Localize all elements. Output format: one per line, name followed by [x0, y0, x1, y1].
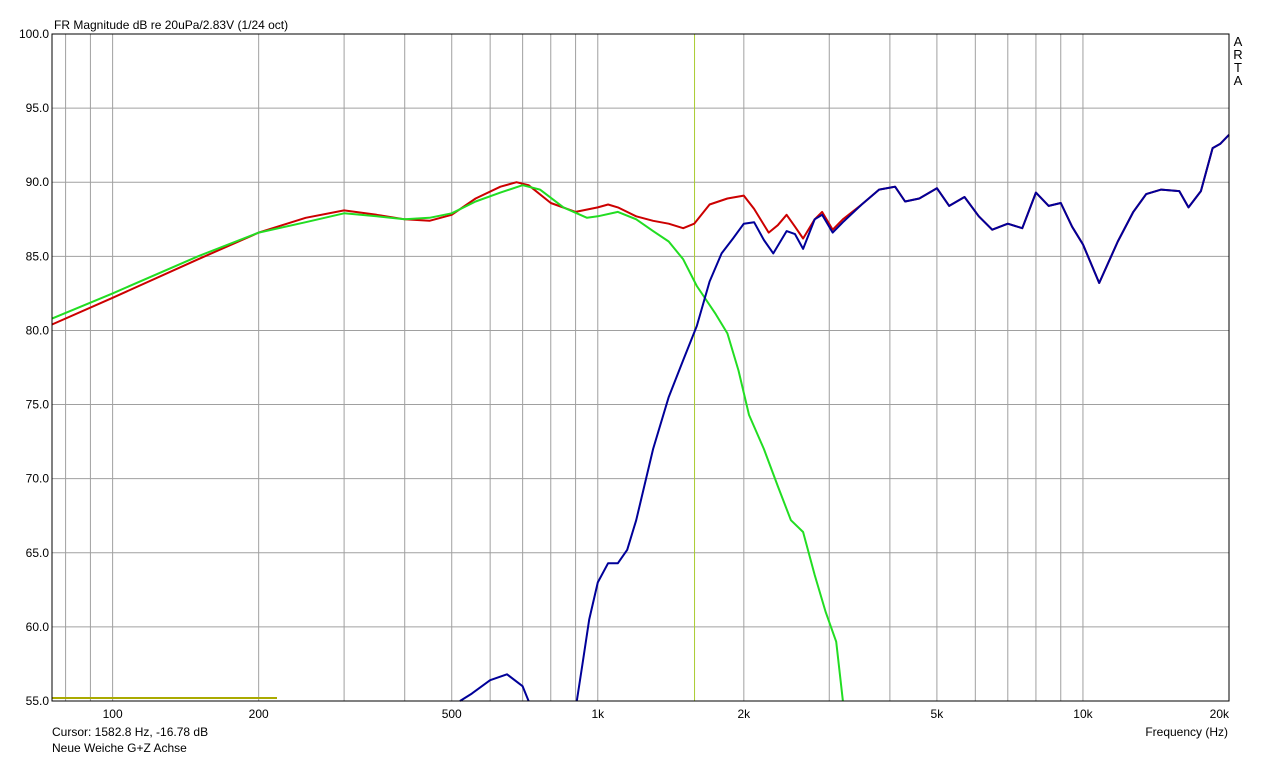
- y-tick-labels: 55.0 60.0 65.0 70.0 75.0 80.0 85.0 90.0 95.0 100.…: [19, 27, 49, 708]
- y-tick-label: 85.0: [26, 249, 50, 263]
- y-tick-label: 60.0: [26, 620, 50, 634]
- series-line-4: [575, 134, 1230, 702]
- plot-frame: [51, 33, 1230, 702]
- x-tick-label: 10k: [1073, 707, 1093, 721]
- series-line-3: [459, 673, 530, 702]
- x-tick-label: 500: [442, 707, 462, 721]
- y-tick-label: 70.0: [26, 472, 50, 486]
- y-tick-label: 80.0: [26, 323, 50, 337]
- arta-letter: A: [1234, 73, 1243, 88]
- x-tick-label: 2k: [737, 707, 751, 721]
- x-tick-label: 200: [249, 707, 269, 721]
- series-line-1: [51, 134, 1230, 326]
- y-tick-label: 55.0: [26, 694, 50, 708]
- y-tick-label: 90.0: [26, 175, 50, 189]
- chart-title: FR Magnitude dB re 20uPa/2.83V (1/24 oct…: [54, 18, 288, 32]
- series-line-2: [51, 184, 844, 702]
- arta-letter: R: [1233, 47, 1242, 62]
- grid-lines: [52, 33, 1230, 702]
- x-tick-label: 20k: [1210, 707, 1230, 721]
- x-axis-label: Frequency (Hz): [1145, 725, 1228, 739]
- y-tick-label: 65.0: [26, 546, 50, 560]
- x-tick-label: 1k: [591, 707, 605, 721]
- cursor-readout: Cursor: 1582.8 Hz, -16.78 dB: [52, 725, 208, 739]
- y-tick-label: 75.0: [26, 398, 50, 412]
- y-tick-label: 95.0: [26, 101, 50, 115]
- y-tick-label: 100.0: [19, 27, 49, 41]
- series-layer: [51, 134, 1230, 702]
- footer-note: Neue Weiche G+Z Achse: [52, 741, 187, 755]
- x-tick-label: 100: [103, 707, 123, 721]
- arta-letter: A: [1234, 34, 1243, 49]
- arta-logo: A R T A: [1233, 34, 1242, 88]
- cursor-layer: [52, 34, 696, 701]
- x-tick-labels: 100 200 500 1k 2k 5k 10k 20k: [103, 707, 1230, 721]
- x-tick-label: 5k: [931, 707, 945, 721]
- arta-letter: T: [1234, 60, 1242, 75]
